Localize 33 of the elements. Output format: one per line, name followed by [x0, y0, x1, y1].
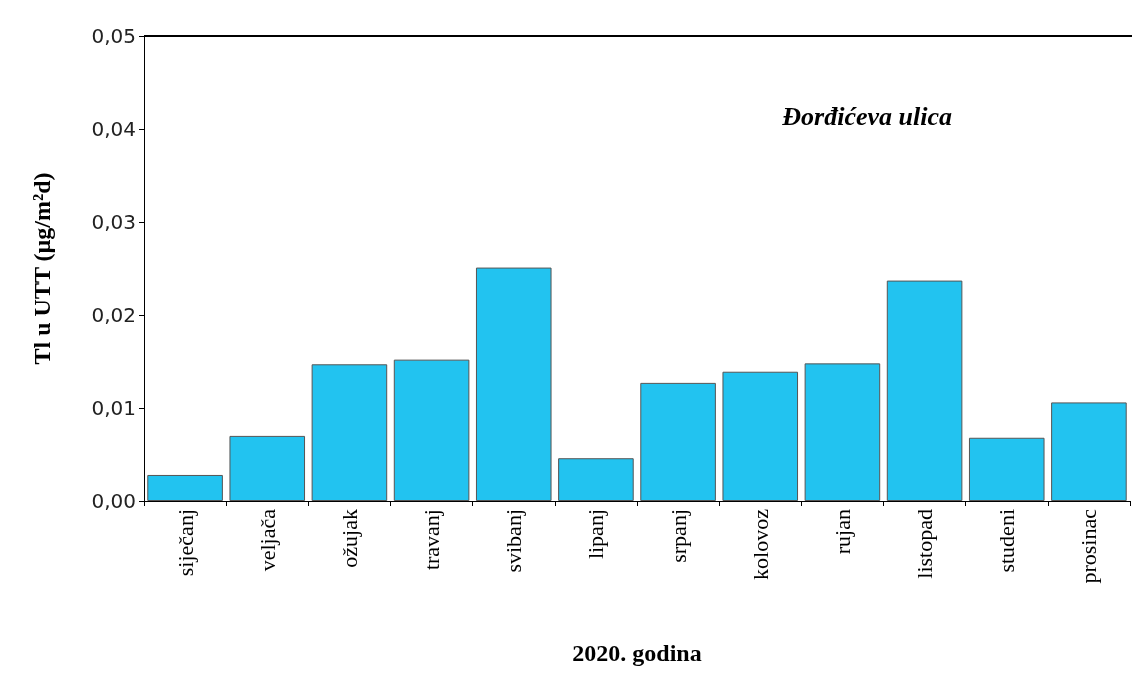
bar [640, 382, 716, 501]
y-tick-label: 0,00 [91, 489, 136, 513]
bar [393, 359, 470, 501]
bar [1051, 402, 1127, 501]
y-tick-label: 0,05 [91, 24, 136, 48]
bar [968, 437, 1045, 501]
x-tick-label: srpanj [665, 509, 691, 563]
bar [722, 371, 799, 501]
bar [558, 458, 634, 501]
x-tick-label: prosinac [1076, 508, 1102, 584]
x-tick-label: studeni [994, 509, 1020, 573]
x-tick-label: kolovoz [747, 508, 773, 580]
y-tick-label: 0,01 [91, 396, 136, 420]
x-tick-label: travanj [419, 509, 445, 571]
x-axis-title: 2020. godina [572, 640, 702, 666]
annotation: Đorđićeva ulica [781, 101, 952, 131]
x-tick-label: svibanj [501, 509, 527, 573]
y-tick-label: 0,02 [91, 303, 136, 327]
y-tick-label: 0,03 [91, 210, 136, 234]
bar [886, 280, 963, 501]
x-tick-label: lipanj [583, 509, 609, 560]
bar [311, 364, 388, 501]
bar [475, 267, 552, 501]
bar [804, 363, 881, 501]
x-tick-label: veljača [254, 508, 280, 572]
x-tick-label: listopad [912, 509, 938, 579]
x-tick-label: siječanj [172, 509, 198, 577]
x-tick-label: ožujak [336, 509, 362, 568]
y-tick-label: 0,04 [91, 117, 136, 141]
x-tick-label: rujan [829, 509, 855, 555]
y-axis-title: Tl u UTT (µg/m²d) [29, 172, 55, 365]
bar [147, 474, 223, 501]
bar [229, 435, 306, 501]
